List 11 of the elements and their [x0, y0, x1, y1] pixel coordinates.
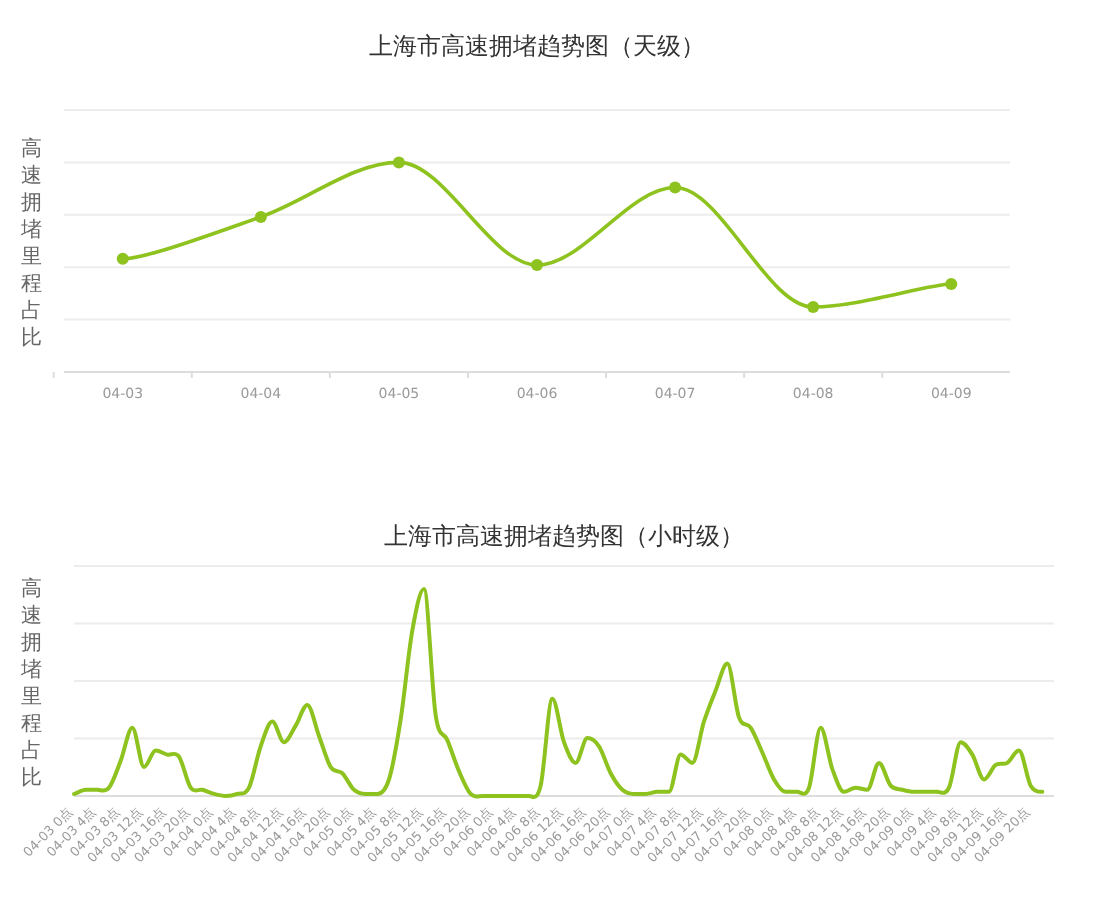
point [531, 259, 543, 272]
point [116, 252, 129, 265]
title: 上海市高速拥堵趋势图（小时级） [384, 522, 744, 550]
ylabel: 高速拥堵里程占比 [21, 576, 43, 790]
point [807, 301, 820, 314]
point [254, 210, 267, 223]
title: 上海市高速拥堵趋势图（天级） [369, 32, 705, 60]
point [945, 277, 958, 290]
point [392, 156, 405, 169]
ylabel: 高速拥堵里程占比 [21, 136, 43, 350]
point [669, 181, 682, 194]
